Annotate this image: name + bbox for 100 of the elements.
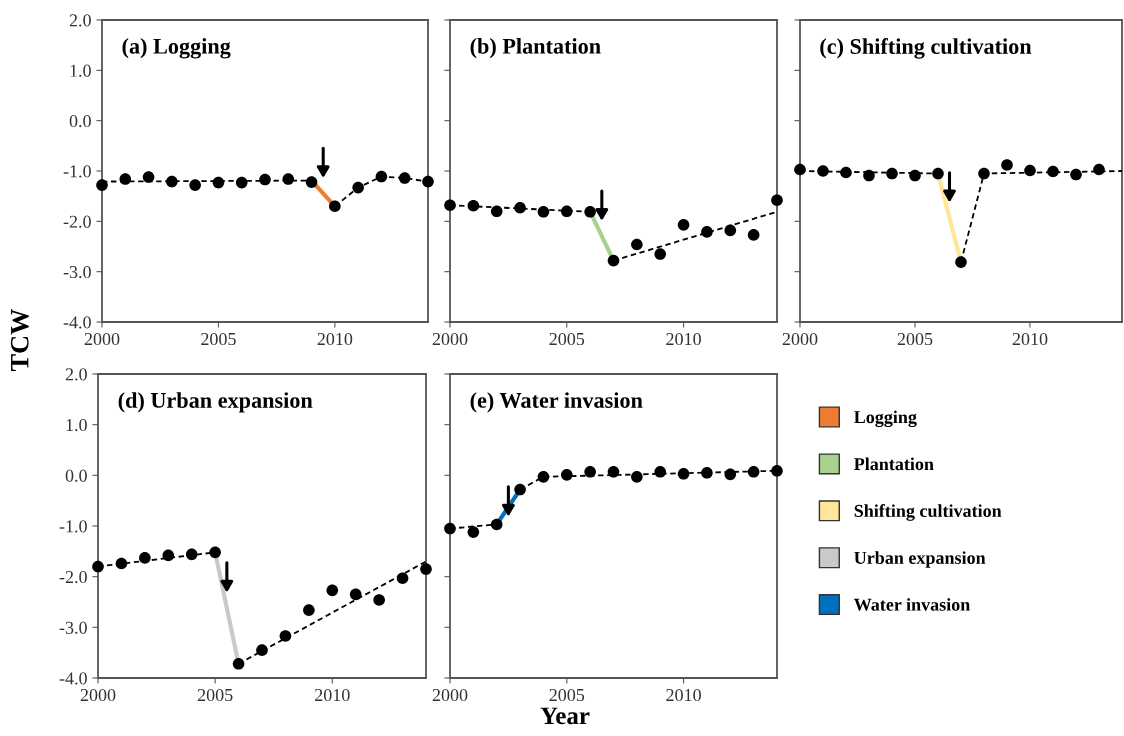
x-tick-label: 2000 [84,332,120,346]
point [279,630,292,642]
point [352,181,364,194]
point [514,201,526,214]
y-tick-label: 2.0 [65,368,87,381]
legend-label: Shifting cultivation [854,504,1002,521]
point [794,163,806,176]
y-tick-label: -2.0 [63,215,91,228]
point [631,471,643,483]
point [863,169,875,182]
point [1093,163,1105,176]
point [209,546,221,559]
y-tick-label: 1.0 [70,64,91,77]
x-axis-title: Year [540,707,590,725]
x-tick-label: 2010 [666,688,701,702]
point [607,465,620,478]
y-tick-label: -4.0 [59,672,87,685]
point [1001,159,1013,171]
point [256,644,268,656]
point [677,468,690,480]
point [701,466,713,479]
point [212,176,225,189]
point [514,483,526,496]
point [92,560,104,573]
x-tick-label: 2005 [197,688,233,702]
point [398,172,411,184]
point [886,167,898,180]
point [955,256,967,268]
y-tick-label: -3.0 [63,265,91,279]
point [444,199,456,212]
point [724,468,737,481]
point [373,594,385,606]
point [584,465,596,478]
text: (a) Logging [122,38,231,59]
text: (c) Shifting cultivation [820,38,1032,59]
point [232,658,245,670]
x-tick-label: 2010 [315,688,350,702]
point [490,205,503,218]
point [444,522,456,535]
point [162,549,175,562]
point [467,526,480,538]
point [701,226,713,238]
point [1024,164,1036,177]
point [1070,168,1082,181]
y-tick-label: -2.0 [59,570,87,584]
point [747,465,760,478]
point [654,465,667,478]
y-tick-label: -1.0 [59,520,87,533]
point [467,199,480,212]
y-tick-label: -1.0 [63,165,91,178]
x-tick-label: 2005 [549,688,585,702]
point [654,248,667,260]
point [139,552,151,564]
x-tick-label: 2005 [897,332,933,346]
legend-label: Water invasion [853,598,970,611]
y-axis-title: TCW [10,308,29,372]
point [817,165,829,177]
point [305,176,318,188]
x-tick-label: 2010 [666,332,701,346]
point [396,572,409,584]
point [259,173,271,186]
point [537,205,550,218]
text: (b) Plantation [470,38,601,59]
x-tick-label: 2000 [80,688,116,702]
point [560,205,573,218]
point [607,254,620,267]
point [932,167,944,180]
x-tick-label: 2000 [432,688,468,702]
y-tick-label: 2.0 [69,14,91,27]
legend-label: Urban expansion [854,551,986,568]
point [631,238,643,251]
point [771,194,783,206]
point [349,588,362,601]
point [185,548,198,561]
point [747,229,760,241]
point [375,170,388,183]
point [235,176,248,189]
point [724,224,737,237]
point [303,604,315,616]
point [329,200,341,213]
point [560,469,573,481]
point [189,179,201,191]
point [1047,165,1059,178]
point [840,166,852,179]
y-tick-label: 0.0 [69,114,91,128]
x-tick-label: 2005 [549,332,585,346]
point [771,464,783,477]
point [909,169,921,182]
point [96,179,108,191]
y-tick-label: 1.0 [66,418,87,432]
x-tick-label: 2010 [317,332,353,346]
text: (e) Water invasion [470,392,643,413]
x-tick-label: 2000 [432,332,468,346]
x-tick-label: 2000 [782,332,818,346]
point [490,518,503,531]
y-tick-label: -3.0 [59,621,87,634]
x-tick-label: 2005 [201,332,236,346]
y-tick-label: 0.0 [65,469,87,482]
point [422,175,434,188]
point [584,205,596,218]
